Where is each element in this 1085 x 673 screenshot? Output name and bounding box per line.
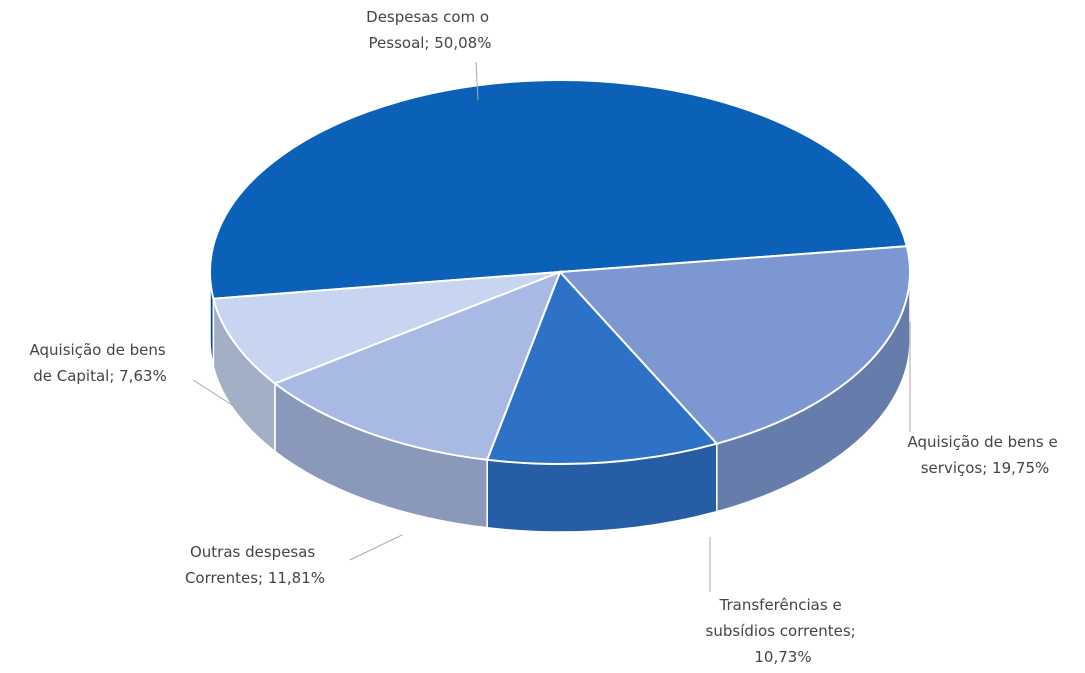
slice	[485, 270, 719, 465]
data-label: Aquisição de bens de Capital; 7,63%	[30, 341, 171, 385]
data-label: Despesas com o Pessoal; 50,08%	[366, 8, 494, 52]
leader-line	[349, 534, 403, 561]
slice	[209, 79, 909, 300]
slice	[272, 270, 562, 461]
data-label: Transferências e subsídios correntes; 10…	[706, 596, 861, 666]
data-label: Outras despesas Correntes; 11,81%	[185, 543, 325, 587]
slice	[212, 271, 561, 385]
data-label: Aquisição de bens e serviços; 19,75%	[908, 433, 1063, 477]
leader-line	[475, 61, 479, 101]
leader-line	[192, 379, 241, 411]
slice	[557, 245, 911, 445]
